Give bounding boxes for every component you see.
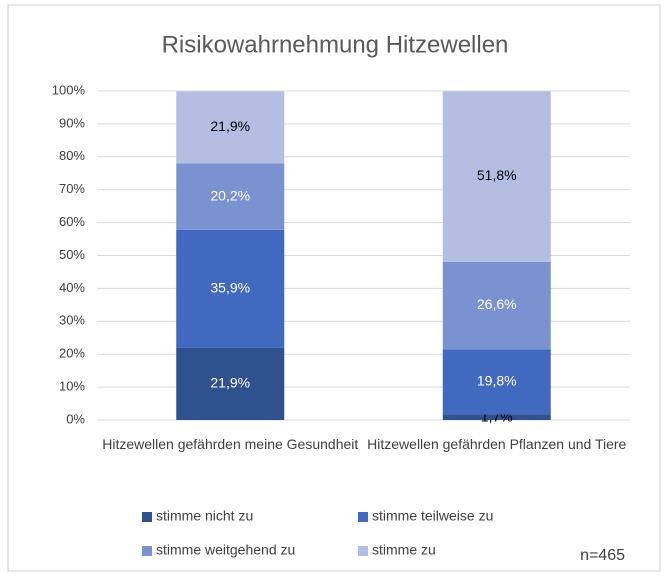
y-tick-label: 80% bbox=[59, 148, 85, 163]
bar-segment bbox=[442, 91, 551, 262]
y-tick-label: 0% bbox=[66, 411, 85, 426]
x-tick-label: Hitzewellen gefährden Pflanzen und Tiere bbox=[367, 436, 627, 452]
y-tick-label: 60% bbox=[59, 214, 85, 229]
data-label: 51,8% bbox=[477, 167, 517, 183]
y-tick-label: 100% bbox=[52, 82, 86, 97]
y-tick-label: 30% bbox=[59, 313, 85, 328]
y-tick-label: 90% bbox=[59, 115, 85, 130]
data-label: 19,8% bbox=[477, 373, 517, 389]
y-tick-label: 50% bbox=[59, 247, 85, 262]
data-label: 35,9% bbox=[210, 280, 250, 296]
bar-segment bbox=[176, 91, 285, 164]
bar-segment bbox=[176, 163, 285, 230]
bar-segment bbox=[442, 349, 551, 415]
bar-segment bbox=[176, 229, 285, 348]
legend-label: stimme weitgehend zu bbox=[156, 542, 295, 558]
chart-title: Risikowahrnehmung Hitzewellen bbox=[162, 31, 509, 58]
bar-segment bbox=[442, 261, 551, 350]
y-tick-label: 10% bbox=[59, 379, 85, 394]
legend-swatch bbox=[358, 512, 368, 522]
bar-segment bbox=[442, 414, 551, 420]
y-tick-label: 70% bbox=[59, 181, 85, 196]
legend-label: stimme nicht zu bbox=[156, 508, 253, 524]
x-tick-label: Hitzewellen gefährden meine Gesundheit bbox=[102, 436, 359, 452]
annotation: n=465 bbox=[580, 547, 625, 564]
data-label: 21,9% bbox=[210, 375, 250, 391]
legend-swatch bbox=[142, 546, 152, 556]
legend-swatch bbox=[142, 512, 152, 522]
data-label: 21,9% bbox=[210, 118, 250, 134]
y-tick-label: 40% bbox=[59, 280, 85, 295]
legend-swatch bbox=[358, 546, 368, 556]
y-tick-label: 20% bbox=[59, 346, 85, 361]
legend-label: stimme zu bbox=[372, 542, 436, 558]
bar-segment bbox=[176, 347, 285, 420]
data-label: 20,2% bbox=[210, 187, 250, 203]
legend-label: stimme teilweise zu bbox=[372, 508, 493, 524]
data-label: 26,6% bbox=[477, 296, 517, 312]
